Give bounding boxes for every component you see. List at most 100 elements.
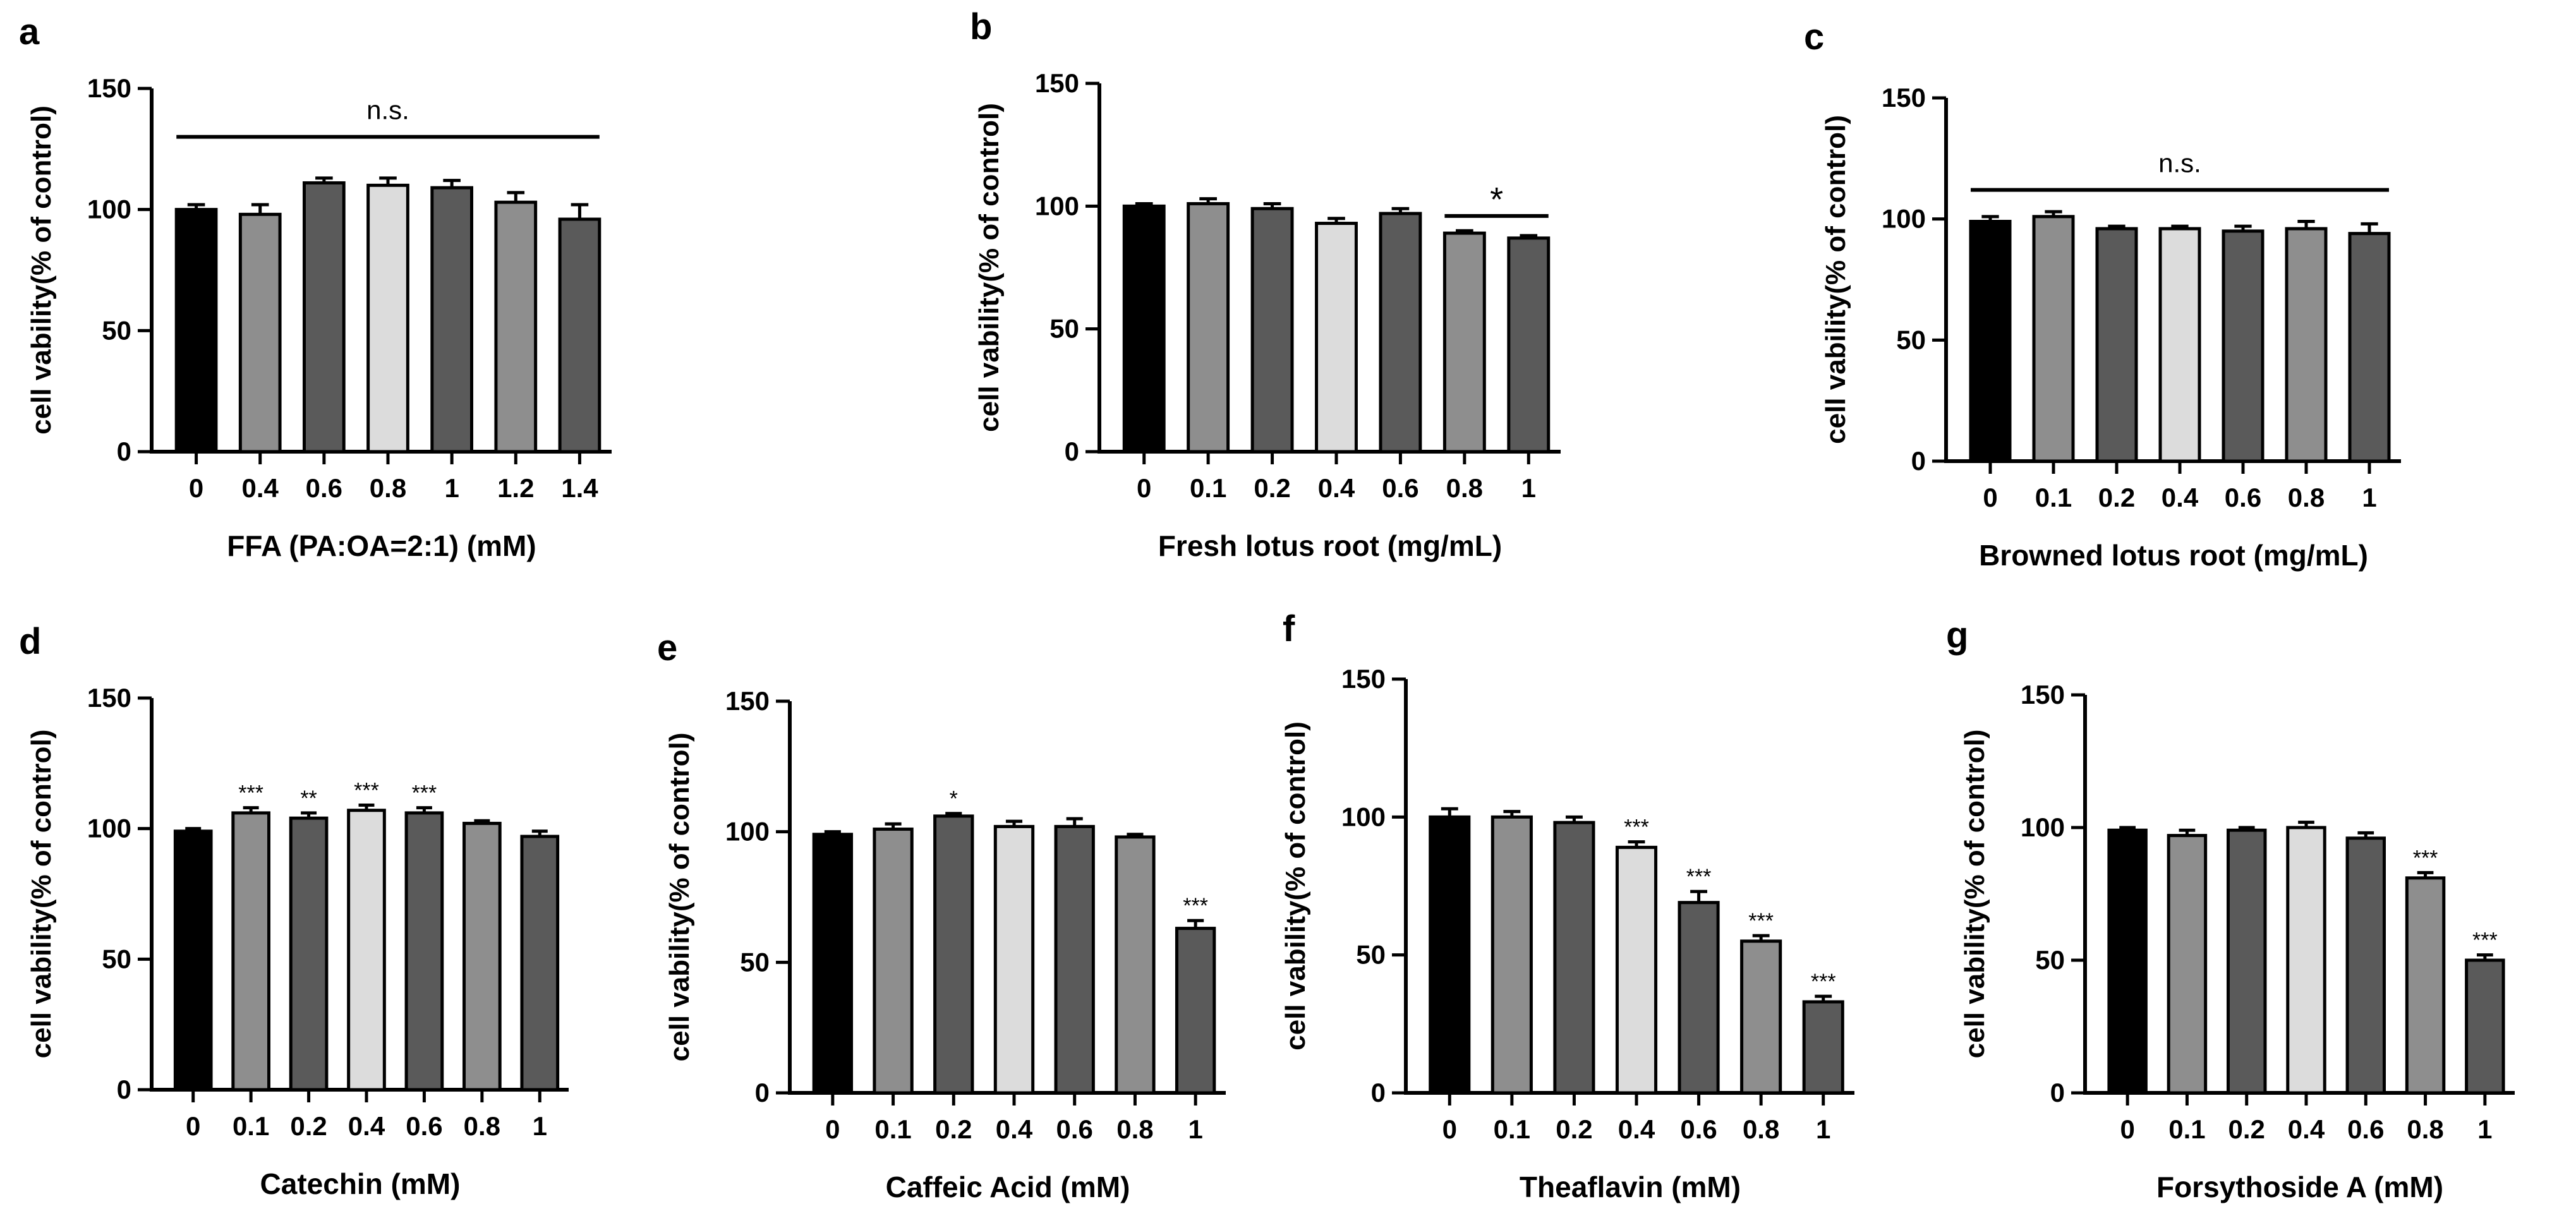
- bar: [1379, 212, 1422, 454]
- y-tick-label: 100: [1882, 204, 1926, 234]
- x-tick-label: 0: [189, 473, 203, 503]
- x-axis-label: Caffeic Acid (mM): [886, 1171, 1130, 1203]
- significance-label: ***: [238, 781, 263, 805]
- bar: [1615, 845, 1658, 1095]
- bar: [1115, 835, 1156, 1095]
- x-tick-label: 0: [186, 1111, 200, 1141]
- bar: [2226, 828, 2267, 1095]
- significance-label: ***: [1748, 909, 1774, 933]
- x-tick-label: 0.1: [233, 1111, 269, 1141]
- x-axis-label: Theaflavin (mM): [1520, 1171, 1741, 1203]
- x-tick-label: 0.4: [348, 1111, 385, 1141]
- x-tick-label: 0.2: [935, 1114, 972, 1144]
- panel-letter: g: [1946, 615, 1968, 656]
- panel-letter: b: [970, 6, 992, 47]
- x-tick-label: 0.8: [2288, 483, 2325, 512]
- y-tick-label: 150: [87, 73, 131, 103]
- bar: [2095, 227, 2138, 463]
- x-axis-label: Browned lotus root (mg/mL): [1979, 539, 2368, 572]
- bar: [2167, 834, 2208, 1095]
- significance-label: ***: [2413, 846, 2438, 870]
- bar: [873, 828, 914, 1095]
- x-tick-label: 0.4: [2162, 483, 2199, 512]
- significance-label: *: [950, 787, 958, 811]
- bar: [1491, 815, 1533, 1095]
- bar: [2286, 826, 2326, 1095]
- y-tick-label: 0: [117, 437, 131, 466]
- x-tick-label: 0.6: [406, 1111, 442, 1141]
- bar: [2222, 229, 2265, 463]
- bar: [1553, 821, 1595, 1095]
- x-tick-label: 0.8: [1743, 1114, 1779, 1144]
- x-tick-label: 1.2: [497, 473, 534, 503]
- x-tick-label: 1: [2477, 1114, 2492, 1144]
- y-tick-label: 150: [87, 683, 131, 713]
- x-tick-label: 0.1: [874, 1114, 911, 1144]
- y-tick-label: 0: [1911, 446, 1926, 476]
- bar: [366, 183, 409, 454]
- bar: [1187, 202, 1230, 454]
- panel-letter: d: [19, 621, 41, 662]
- significance-label: ***: [1811, 970, 1836, 994]
- y-axis-label: cell vability(% of control): [1820, 115, 1851, 444]
- bar: [303, 181, 346, 454]
- bar: [1054, 824, 1095, 1095]
- significance-label: ***: [354, 778, 379, 802]
- significance-label: ***: [1183, 894, 1208, 918]
- bar: [173, 829, 213, 1092]
- bar: [1740, 939, 1782, 1095]
- y-tick-label: 0: [1065, 437, 1079, 466]
- x-tick-label: 0.4: [1318, 473, 1355, 503]
- y-tick-label: 0: [117, 1075, 131, 1104]
- x-tick-label: 0.4: [2288, 1114, 2325, 1144]
- y-tick-label: 150: [1341, 664, 1386, 694]
- significance-label: ***: [1624, 816, 1649, 840]
- y-tick-label: 150: [725, 686, 770, 716]
- bar: [289, 816, 329, 1092]
- significance-label: ***: [2472, 929, 2498, 953]
- x-tick-label: 0.4: [242, 473, 279, 503]
- bar: [1507, 236, 1551, 454]
- bracket-label: n.s.: [2158, 148, 2201, 178]
- x-tick-label: 0.8: [1116, 1114, 1153, 1144]
- bar: [1175, 927, 1216, 1095]
- x-tick-label: 0.1: [1494, 1114, 1530, 1144]
- x-tick-label: 0.4: [1618, 1114, 1655, 1144]
- bar: [463, 821, 502, 1092]
- y-tick-label: 0: [2050, 1078, 2065, 1107]
- bar: [933, 814, 974, 1095]
- y-tick-label: 150: [1882, 83, 1926, 112]
- x-tick-label: 0: [2120, 1114, 2134, 1144]
- y-axis-label: cell vability(% of control): [26, 105, 57, 435]
- x-tick-label: 1: [533, 1111, 547, 1141]
- bar: [2405, 876, 2446, 1095]
- bar: [494, 200, 538, 454]
- y-tick-label: 50: [2035, 945, 2065, 975]
- x-tick-label: 1: [2362, 483, 2376, 512]
- x-tick-label: 0.8: [2407, 1114, 2443, 1144]
- significance-label: ***: [1686, 865, 1712, 889]
- y-axis-label: cell vability(% of control): [1280, 721, 1311, 1051]
- x-axis-label: Fresh lotus root (mg/mL): [1158, 529, 1502, 562]
- y-tick-label: 100: [1035, 191, 1079, 220]
- bar: [1122, 204, 1166, 454]
- x-tick-label: 0.1: [1190, 473, 1226, 503]
- x-tick-label: 1: [1188, 1114, 1202, 1144]
- bar: [1315, 222, 1358, 454]
- y-tick-label: 50: [1049, 314, 1079, 344]
- bar: [2107, 828, 2148, 1095]
- y-axis-label: cell vability(% of control): [974, 103, 1005, 432]
- x-axis-label: Forsythoside A (mM): [2156, 1171, 2443, 1203]
- bar: [404, 811, 444, 1092]
- bar: [812, 833, 854, 1095]
- bar: [2032, 215, 2075, 463]
- bar: [993, 824, 1035, 1095]
- y-tick-label: 0: [1371, 1078, 1386, 1107]
- bar: [520, 834, 560, 1092]
- panel-e: e 0 50 100 150 cell vability(% of control) 0 0.…: [657, 627, 1226, 1203]
- x-tick-label: 0.6: [1056, 1114, 1093, 1144]
- x-tick-label: 1: [1521, 473, 1536, 503]
- x-tick-label: 0: [1442, 1114, 1457, 1144]
- bar: [1429, 815, 1471, 1095]
- x-tick-label: 0.8: [464, 1111, 500, 1141]
